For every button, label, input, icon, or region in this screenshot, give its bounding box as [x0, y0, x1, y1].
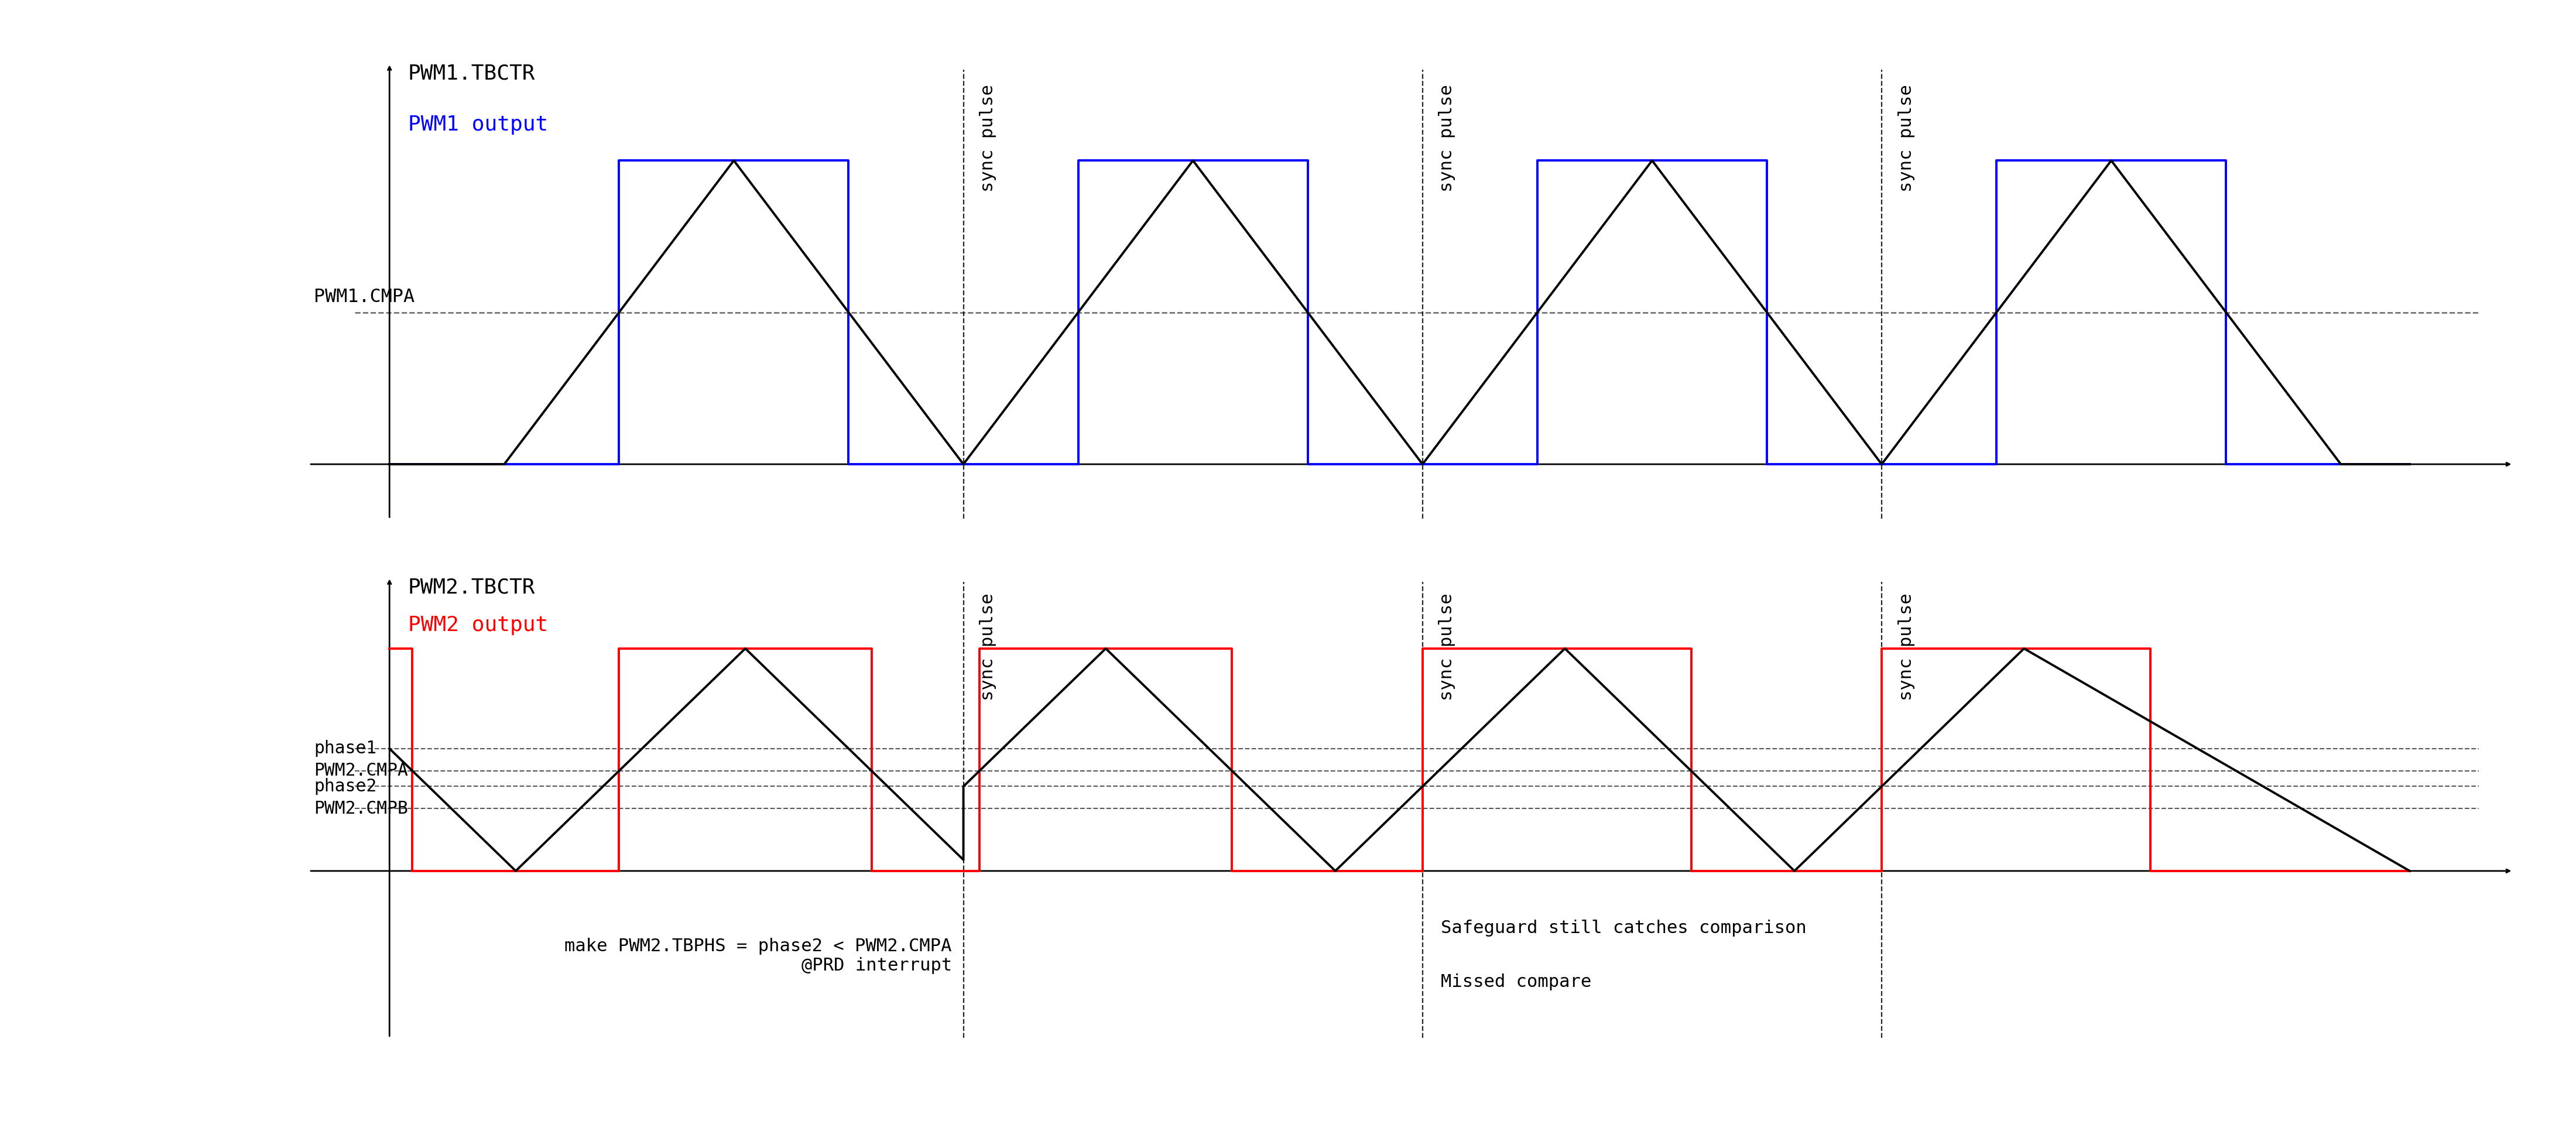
Text: PWM2.CMPB: PWM2.CMPB	[314, 800, 407, 817]
Text: PWM2.TBCTR: PWM2.TBCTR	[407, 578, 536, 597]
Text: sync pulse: sync pulse	[979, 85, 997, 192]
Text: sync pulse: sync pulse	[979, 593, 997, 700]
Text: PWM1.CMPA: PWM1.CMPA	[314, 288, 415, 307]
Text: sync pulse: sync pulse	[1899, 593, 1914, 700]
Text: sync pulse: sync pulse	[1899, 85, 1914, 192]
Text: phase1: phase1	[314, 740, 376, 757]
Text: make PWM2.TBPHS = phase2 < PWM2.CMPA
@PRD interrupt: make PWM2.TBPHS = phase2 < PWM2.CMPA @PR…	[564, 937, 953, 975]
Text: PWM2 output: PWM2 output	[407, 615, 549, 635]
Text: Missed compare: Missed compare	[1440, 973, 1592, 990]
Text: PWM1 output: PWM1 output	[407, 115, 549, 135]
Text: phase2: phase2	[314, 778, 376, 795]
Text: sync pulse: sync pulse	[1437, 85, 1455, 192]
Text: PWM2.CMPA: PWM2.CMPA	[314, 763, 407, 779]
Text: Safeguard still catches comparison: Safeguard still catches comparison	[1440, 919, 1806, 937]
Text: PWM1.TBCTR: PWM1.TBCTR	[407, 63, 536, 83]
Text: sync pulse: sync pulse	[1437, 593, 1455, 700]
